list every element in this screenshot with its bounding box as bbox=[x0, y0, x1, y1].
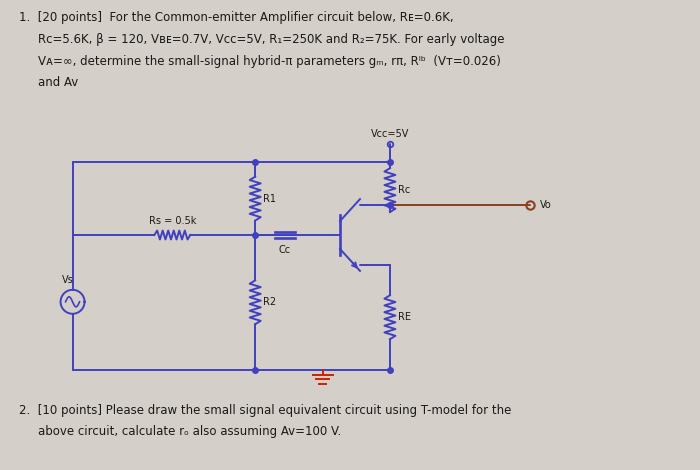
Text: Vcc=5V: Vcc=5V bbox=[371, 129, 409, 139]
Text: Vs: Vs bbox=[62, 275, 74, 285]
Text: Vo: Vo bbox=[540, 200, 552, 210]
Text: and Av: and Av bbox=[38, 77, 78, 89]
Text: R1: R1 bbox=[263, 194, 276, 204]
Text: RE: RE bbox=[398, 312, 411, 322]
Text: above circuit, calculate rₒ also assuming Av=100 V.: above circuit, calculate rₒ also assumin… bbox=[38, 425, 341, 439]
Text: Rc: Rc bbox=[398, 185, 410, 195]
Text: 2.  [10 points] Please draw the small signal equivalent circuit using T-model fo: 2. [10 points] Please draw the small sig… bbox=[19, 405, 511, 417]
Text: Vᴀ=∞, determine the small-signal hybrid-π parameters gₘ, rπ, Rᴵᵇ  (Vᴛ=0.026): Vᴀ=∞, determine the small-signal hybrid-… bbox=[38, 55, 500, 68]
Text: R2: R2 bbox=[263, 298, 276, 307]
Text: Rs = 0.5k: Rs = 0.5k bbox=[148, 216, 196, 226]
Text: 1.  [20 points]  For the Common-emitter Amplifier circuit below, Rᴇ=0.6K,: 1. [20 points] For the Common-emitter Am… bbox=[19, 11, 454, 24]
Text: Cc: Cc bbox=[278, 245, 290, 255]
Text: Rᴄ=5.6K, β = 120, Vʙᴇ=0.7V, Vcc=5V, R₁=250K and R₂=75K. For early voltage: Rᴄ=5.6K, β = 120, Vʙᴇ=0.7V, Vcc=5V, R₁=2… bbox=[38, 32, 504, 46]
